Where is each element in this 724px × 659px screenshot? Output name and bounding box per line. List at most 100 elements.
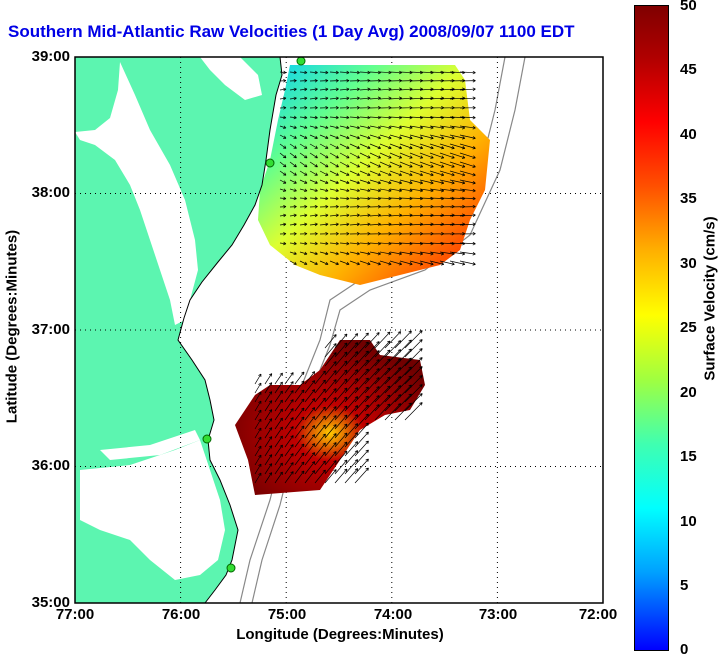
velocity-arrow (284, 372, 294, 385)
velocity-arrow (294, 470, 305, 484)
velocity-arrow (299, 125, 308, 130)
velocity-arrow (289, 106, 297, 110)
velocity-arrow (394, 393, 412, 412)
velocity-arrow (349, 188, 360, 193)
velocity-arrow (364, 359, 380, 376)
velocity-arrow (404, 402, 423, 421)
velocity-arrow (334, 423, 348, 439)
velocity-arrow (284, 462, 294, 475)
velocity-arrow (279, 143, 287, 149)
velocity-arrow (379, 170, 392, 177)
velocity-arrow (339, 87, 350, 92)
velocity-arrow (329, 222, 339, 227)
colorbar-tick: 5 (680, 577, 689, 594)
velocity-arrow (389, 134, 403, 140)
velocity-arrow (279, 106, 287, 110)
velocity-arrow (404, 393, 423, 412)
map-title: Southern Mid-Atlantic Raw Velocities (1 … (8, 22, 575, 41)
velocity-arrow (274, 453, 283, 466)
velocity-arrow (279, 213, 287, 218)
velocity-arrow (304, 371, 316, 385)
y-tick-label: 38:00 (31, 184, 70, 201)
velocity-arrow (374, 376, 391, 394)
velocity-arrow (344, 387, 359, 403)
velocity-arrow (394, 348, 412, 367)
velocity-arrow (324, 370, 337, 385)
velocity-arrow (344, 378, 359, 394)
velocity-arrow (334, 405, 348, 421)
velocity-arrow (309, 179, 318, 184)
velocity-arrow (384, 376, 402, 394)
velocity-arrow (294, 425, 305, 439)
velocity-arrow (344, 441, 359, 457)
velocity-arrow (439, 152, 455, 159)
velocity-arrow (349, 170, 360, 176)
velocity-arrow (349, 125, 360, 130)
velocity-arrow (439, 134, 455, 140)
velocity-arrow (369, 222, 381, 227)
velocity-arrow (254, 445, 262, 457)
velocity-arrow (384, 367, 402, 385)
velocity-arrow (429, 161, 445, 168)
velocity-arrow (399, 161, 413, 168)
velocity-arrow (359, 213, 371, 218)
velocity-arrow (389, 260, 403, 266)
velocity-arrow (404, 348, 423, 367)
velocity-arrow (329, 70, 339, 75)
velocity-arrow (379, 143, 392, 150)
velocity-arrow (294, 380, 305, 394)
velocity-arrow (459, 115, 476, 120)
x-tick-label: 77:00 (55, 606, 95, 623)
x-tick-label: 76:00 (161, 606, 201, 623)
velocity-arrow (459, 251, 476, 256)
velocity-arrow (314, 388, 326, 403)
velocity-arrow (459, 204, 476, 209)
velocity-arrow (279, 222, 287, 227)
velocity-arrow (294, 416, 305, 430)
velocity-arrow (384, 340, 402, 358)
velocity-arrow (289, 241, 297, 246)
velocity-arrow (349, 222, 360, 227)
velocity-arrow (339, 260, 350, 266)
albemarle-sound (100, 430, 200, 460)
velocity-arrow (319, 213, 329, 218)
velocity-arrow (299, 79, 308, 83)
velocity-arrow (354, 431, 369, 448)
velocity-arrow (344, 405, 359, 421)
x-tick-label: 72:00 (578, 606, 618, 623)
coastline (177, 56, 283, 604)
velocity-arrow (394, 402, 412, 421)
velocity-arrow (254, 373, 262, 385)
velocity-arrow (279, 196, 287, 201)
velocity-arrow (419, 251, 434, 256)
velocity-arrow (309, 115, 318, 120)
velocity-arrow (359, 204, 371, 209)
velocity-arrow (459, 96, 476, 100)
velocity-arrow (299, 188, 308, 192)
velocity-arrow (299, 152, 308, 159)
velocity-arrow (394, 384, 412, 403)
velocity-arrow (329, 196, 339, 201)
velocity-arrow (399, 251, 413, 256)
station-marker (296, 56, 306, 66)
velocity-arrow (329, 241, 339, 246)
velocity-arrow (409, 143, 424, 150)
velocity-arrow (384, 349, 402, 367)
velocity-arrow (359, 125, 371, 130)
velocity-arrow (459, 232, 476, 236)
velocity-arrow (304, 452, 316, 466)
velocity-arrow (399, 260, 413, 266)
velocity-arrow (409, 179, 424, 185)
velocity-arrow (279, 179, 287, 184)
velocity-arrow (294, 434, 305, 448)
velocity-arrow (329, 152, 339, 159)
colorbar (634, 5, 669, 651)
velocity-arrow (459, 260, 476, 266)
velocity-arrow (409, 260, 424, 266)
velocity-arrow (359, 87, 371, 92)
velocity-arrow (404, 339, 423, 358)
velocity-arrow (369, 170, 382, 177)
velocity-arrow (429, 152, 445, 159)
velocity-arrow (459, 179, 476, 185)
velocity-arrow (334, 414, 348, 430)
